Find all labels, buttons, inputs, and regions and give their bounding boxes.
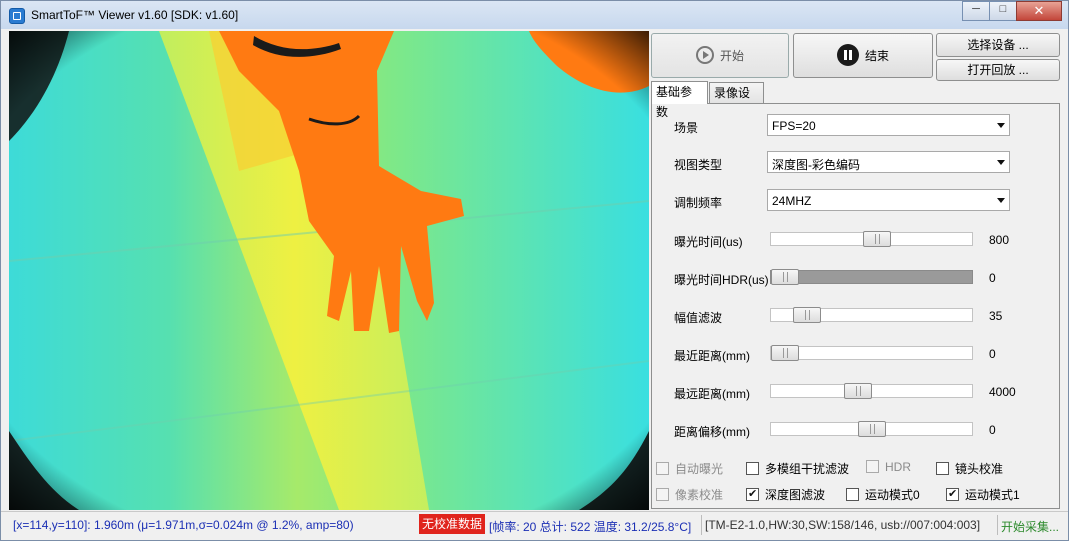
depth-filter-label: 深度图滤波	[765, 488, 826, 502]
play-icon	[695, 46, 714, 64]
start-button-label: 开始	[719, 48, 744, 63]
mod-freq-value: 24MHZ	[772, 194, 812, 208]
max-distance-value: 4000	[989, 385, 1016, 399]
maximize-button[interactable]: □	[989, 1, 1017, 21]
app-icon	[9, 8, 25, 24]
basic-params-panel: 场景 FPS=20 视图类型 深度图-彩色编码 调制频率 24MHZ 曝光时间(…	[651, 103, 1060, 509]
exposure-slider[interactable]	[770, 231, 973, 247]
status-bar: [x=114,y=110]: 1.960m (μ=1.971m,σ=0.024m…	[1, 511, 1068, 539]
motion-mode1-label: 运动模式1	[965, 488, 1020, 502]
amplitude-filter-value: 35	[989, 309, 1003, 323]
chevron-down-icon	[997, 123, 1005, 128]
motion-mode0-label: 运动模式0	[865, 488, 920, 502]
pause-icon	[836, 44, 859, 66]
slider-thumb[interactable]	[863, 231, 891, 247]
checkbox-box	[746, 462, 759, 475]
view-type-value: 深度图-彩色编码	[772, 158, 860, 172]
view-type-label: 视图类型	[674, 158, 723, 172]
depth-view[interactable]	[9, 31, 649, 510]
pixel-calib-checkbox[interactable]: 像素校准	[656, 486, 723, 503]
open-playback-button[interactable]: 打开回放 ...	[936, 59, 1060, 81]
multi-interference-checkbox[interactable]: 多模组干扰滤波	[746, 460, 849, 477]
select-device-button[interactable]: 选择设备 ...	[936, 33, 1060, 57]
motion-mode0-checkbox[interactable]: 运动模式0	[846, 486, 920, 503]
checkbox-box	[846, 488, 859, 501]
checkbox-box	[746, 487, 759, 501]
close-icon: ✕	[1033, 3, 1045, 18]
exposure-hdr-value: 0	[989, 271, 996, 285]
min-distance-value: 0	[989, 347, 996, 361]
checkbox-box	[936, 462, 949, 475]
maximize-icon: □	[999, 3, 1007, 15]
depth-filter-checkbox[interactable]: 深度图滤波	[746, 486, 825, 503]
scene-select[interactable]: FPS=20	[767, 114, 1010, 136]
exposure-hdr-label: 曝光时间HDR(us)	[674, 273, 769, 287]
hdr-checkbox[interactable]: HDR	[866, 460, 911, 474]
window-controls: ─ □ ✕	[962, 1, 1062, 21]
exposure-value: 800	[989, 233, 1010, 247]
min-distance-slider[interactable]	[770, 345, 973, 361]
cursor-readout: [x=114,y=110]: 1.960m (μ=1.971m,σ=0.024m…	[13, 518, 354, 532]
device-info: [TM-E2-1.0,HW:30,SW:158/146, usb://007:0…	[705, 518, 981, 532]
exposure-label: 曝光时间(us)	[674, 235, 743, 249]
tab-recording-settings[interactable]: 录像设置	[709, 82, 764, 120]
start-button[interactable]: 开始	[651, 33, 789, 78]
checkbox-box	[656, 462, 669, 475]
mod-freq-label: 调制频率	[674, 196, 723, 210]
hdr-label: HDR	[885, 460, 911, 474]
window-title: SmartToF™ Viewer v1.60 [SDK: v1.60]	[31, 8, 239, 22]
max-distance-slider[interactable]	[770, 383, 973, 399]
distance-offset-value: 0	[989, 423, 996, 437]
exposure-hdr-slider[interactable]	[770, 269, 973, 285]
auto-exposure-checkbox[interactable]: 自动曝光	[656, 460, 723, 477]
minimize-button[interactable]: ─	[962, 1, 990, 21]
stop-button-label: 结束	[864, 48, 889, 63]
status-divider	[997, 515, 998, 535]
checkbox-box	[866, 460, 879, 473]
lens-calib-label: 镜头校准	[955, 462, 1004, 476]
view-type-select[interactable]: 深度图-彩色编码	[767, 151, 1010, 173]
tab-basic-params[interactable]: 基础参数	[651, 81, 708, 119]
slider-thumb[interactable]	[793, 307, 821, 323]
multi-interference-label: 多模组干扰滤波	[765, 462, 850, 476]
distance-offset-label: 距离偏移(mm)	[674, 425, 750, 439]
capture-state: 开始采集...	[1001, 520, 1060, 534]
frame-stats: [帧率: 20 总计: 522 温度: 31.2/25.8°C]	[489, 520, 692, 534]
calibration-warning-badge: 无校准数据	[419, 514, 486, 534]
stop-button[interactable]: 结束	[793, 33, 933, 78]
chevron-down-icon	[997, 198, 1005, 203]
lens-calib-checkbox[interactable]: 镜头校准	[936, 460, 1003, 477]
title-bar: SmartToF™ Viewer v1.60 [SDK: v1.60] ─ □ …	[1, 1, 1068, 29]
minimize-icon: ─	[972, 3, 980, 15]
slider-thumb[interactable]	[858, 421, 886, 437]
amplitude-filter-label: 幅值滤波	[674, 311, 723, 325]
pixel-calib-label: 像素校准	[675, 488, 724, 502]
scene-label: 场景	[674, 121, 699, 135]
auto-exposure-label: 自动曝光	[675, 462, 724, 476]
motion-mode1-checkbox[interactable]: 运动模式1	[946, 486, 1020, 503]
max-distance-label: 最远距离(mm)	[674, 387, 750, 401]
distance-offset-slider[interactable]	[770, 421, 973, 437]
checkbox-box	[946, 487, 959, 501]
close-button[interactable]: ✕	[1016, 1, 1062, 21]
amplitude-filter-slider[interactable]	[770, 307, 973, 323]
slider-thumb[interactable]	[771, 269, 799, 285]
depth-image	[9, 31, 649, 510]
checkbox-box	[656, 488, 669, 501]
min-distance-label: 最近距离(mm)	[674, 349, 750, 363]
status-divider	[701, 515, 702, 535]
chevron-down-icon	[997, 160, 1005, 165]
slider-thumb[interactable]	[844, 383, 872, 399]
mod-freq-select[interactable]: 24MHZ	[767, 189, 1010, 211]
scene-value: FPS=20	[772, 119, 816, 133]
slider-thumb[interactable]	[771, 345, 799, 361]
